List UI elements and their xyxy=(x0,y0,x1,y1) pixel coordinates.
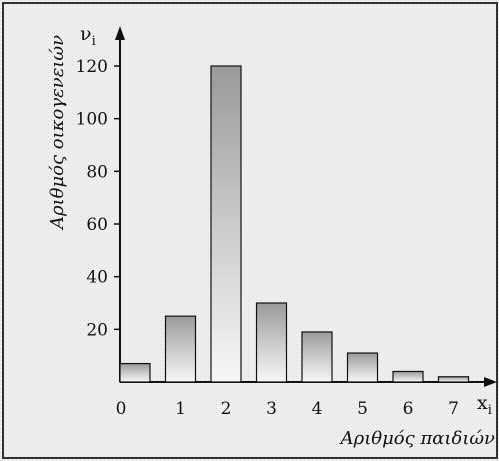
bar-5 xyxy=(346,352,379,383)
x-tick-label: 2 xyxy=(221,399,232,419)
bar-2 xyxy=(210,65,242,383)
x-tick-label: 7 xyxy=(448,399,459,419)
bar-7 xyxy=(437,376,470,383)
y-tick-label: 40 xyxy=(86,268,108,288)
x-axis-title: Αριθμός παιδιών xyxy=(339,428,495,449)
x-axis-arrow xyxy=(484,377,497,387)
x-tick-label: 0 xyxy=(116,399,127,419)
x-tick-label: 4 xyxy=(312,399,323,419)
x-tick-label: 5 xyxy=(357,399,368,419)
bar-1 xyxy=(164,315,197,383)
y-tick-label: 80 xyxy=(86,162,108,182)
bar-3 xyxy=(255,302,288,383)
y-tick-label: 120 xyxy=(76,57,108,77)
x-tick-label: 6 xyxy=(403,399,414,419)
bar-6 xyxy=(392,370,424,383)
bar-4 xyxy=(301,331,333,383)
y-tick-label: 60 xyxy=(86,215,108,235)
bar-0 xyxy=(119,362,151,383)
y-tick-label: 100 xyxy=(76,110,108,130)
y-tick-label: 20 xyxy=(86,320,108,340)
x-tick-label: 3 xyxy=(266,399,277,419)
y-axis-symbol: νi xyxy=(80,23,96,49)
y-axis-arrow xyxy=(115,26,125,40)
y-axis-title: Αριθμός οικογενειών xyxy=(47,35,68,231)
x-tick-label: 1 xyxy=(175,399,186,419)
x-axis-symbol: xi xyxy=(477,392,492,418)
